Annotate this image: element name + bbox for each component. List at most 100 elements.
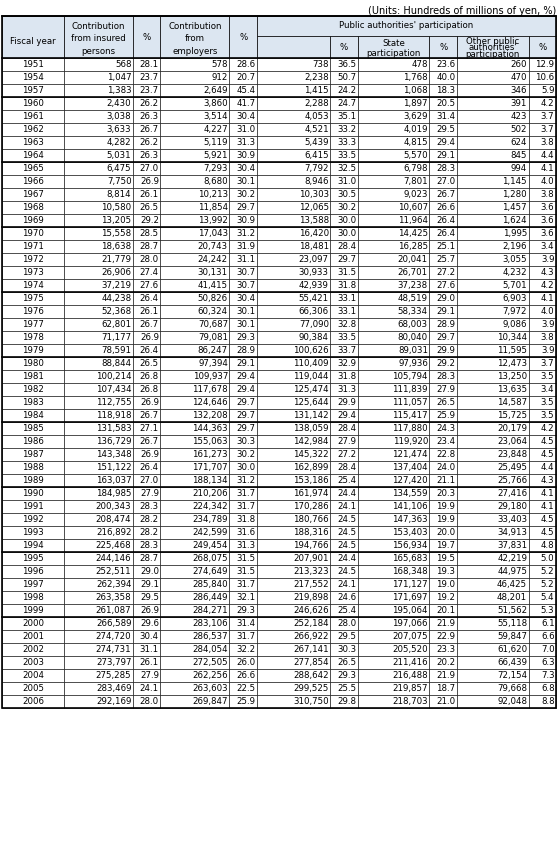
Text: 3.8: 3.8 <box>541 138 555 147</box>
Bar <box>528 149 556 162</box>
Bar <box>229 110 257 123</box>
Bar <box>430 656 457 669</box>
Text: 25.4: 25.4 <box>337 606 356 615</box>
Text: 26.9: 26.9 <box>140 333 159 342</box>
Text: 107,434: 107,434 <box>96 385 132 394</box>
Bar <box>160 526 229 539</box>
Bar <box>457 36 528 58</box>
Text: 26.5: 26.5 <box>436 398 455 407</box>
Bar <box>358 162 430 175</box>
Bar <box>160 162 229 175</box>
Text: 26.3: 26.3 <box>140 151 159 160</box>
Bar <box>528 84 556 97</box>
Text: 77,090: 77,090 <box>299 320 329 329</box>
Bar <box>2 396 64 409</box>
Bar <box>528 136 556 149</box>
Text: 29.4: 29.4 <box>436 138 455 147</box>
Text: 26.3: 26.3 <box>140 112 159 121</box>
Text: 27.9: 27.9 <box>140 489 159 498</box>
Bar <box>358 318 430 331</box>
Text: 195,064: 195,064 <box>392 606 428 615</box>
Text: 24.6: 24.6 <box>337 593 356 602</box>
Bar <box>133 591 160 604</box>
Text: 115,417: 115,417 <box>392 411 428 420</box>
Text: 29.7: 29.7 <box>337 255 356 264</box>
Bar <box>430 552 457 565</box>
Text: from insured: from insured <box>71 35 126 44</box>
Text: 143,348: 143,348 <box>96 450 132 459</box>
Text: 21.0: 21.0 <box>436 697 455 706</box>
Text: 162,899: 162,899 <box>294 463 329 472</box>
Bar <box>133 617 160 630</box>
Text: 24.4: 24.4 <box>337 554 356 563</box>
Bar <box>133 630 160 643</box>
Text: 31.8: 31.8 <box>236 515 256 524</box>
Text: 29.5: 29.5 <box>337 632 356 641</box>
Bar <box>528 565 556 578</box>
Text: 24.0: 24.0 <box>436 463 455 472</box>
Bar <box>528 370 556 383</box>
Bar <box>257 214 330 227</box>
Text: 31.0: 31.0 <box>337 177 356 186</box>
Text: 27.0: 27.0 <box>140 476 159 485</box>
Bar <box>330 695 358 708</box>
Bar <box>64 409 133 422</box>
Text: 194,766: 194,766 <box>294 541 329 550</box>
Text: 4.1: 4.1 <box>541 489 555 498</box>
Bar <box>257 71 330 84</box>
Bar <box>133 565 160 578</box>
Bar <box>430 695 457 708</box>
Text: 262,256: 262,256 <box>193 671 228 680</box>
Bar <box>2 682 64 695</box>
Bar <box>528 461 556 474</box>
Bar <box>160 149 229 162</box>
Bar <box>330 617 358 630</box>
Bar <box>229 266 257 279</box>
Text: 25.5: 25.5 <box>337 684 356 693</box>
Text: 29,180: 29,180 <box>497 502 527 511</box>
Text: 218,703: 218,703 <box>392 697 428 706</box>
Text: 12,473: 12,473 <box>497 359 527 368</box>
Text: 16,420: 16,420 <box>299 229 329 238</box>
Text: 283,469: 283,469 <box>96 684 132 693</box>
Text: 26.7: 26.7 <box>140 320 159 329</box>
Text: 117,880: 117,880 <box>392 424 428 433</box>
Text: 284,054: 284,054 <box>193 645 228 654</box>
Text: 26.1: 26.1 <box>140 190 159 199</box>
Text: 27.0: 27.0 <box>436 177 455 186</box>
Text: 219,898: 219,898 <box>294 593 329 602</box>
Text: 288,642: 288,642 <box>293 671 329 680</box>
Text: 27,416: 27,416 <box>497 489 527 498</box>
Bar <box>430 682 457 695</box>
Text: participation: participation <box>367 49 421 58</box>
Bar <box>160 539 229 552</box>
Bar <box>330 201 358 214</box>
Text: 4,282: 4,282 <box>107 138 132 147</box>
Bar <box>528 500 556 513</box>
Text: 127,420: 127,420 <box>392 476 428 485</box>
Bar <box>2 630 64 643</box>
Text: 86,247: 86,247 <box>198 346 228 355</box>
Text: 26.7: 26.7 <box>140 411 159 420</box>
Bar <box>229 253 257 266</box>
Text: 269,847: 269,847 <box>193 697 228 706</box>
Text: 234,789: 234,789 <box>193 515 228 524</box>
Bar <box>2 110 64 123</box>
Bar <box>160 578 229 591</box>
Text: 30.4: 30.4 <box>140 632 159 641</box>
Bar <box>229 292 257 305</box>
Text: 2,430: 2,430 <box>107 99 132 108</box>
Bar <box>2 617 64 630</box>
Text: 1962: 1962 <box>22 125 44 134</box>
Text: 1960: 1960 <box>22 99 44 108</box>
Bar <box>330 110 358 123</box>
Text: 8.8: 8.8 <box>541 697 555 706</box>
Bar <box>330 188 358 201</box>
Bar <box>358 357 430 370</box>
Bar <box>430 58 457 71</box>
Text: 263,358: 263,358 <box>96 593 132 602</box>
Bar <box>133 305 160 318</box>
Text: 42,939: 42,939 <box>299 281 329 290</box>
Bar <box>330 279 358 292</box>
Bar <box>64 474 133 487</box>
